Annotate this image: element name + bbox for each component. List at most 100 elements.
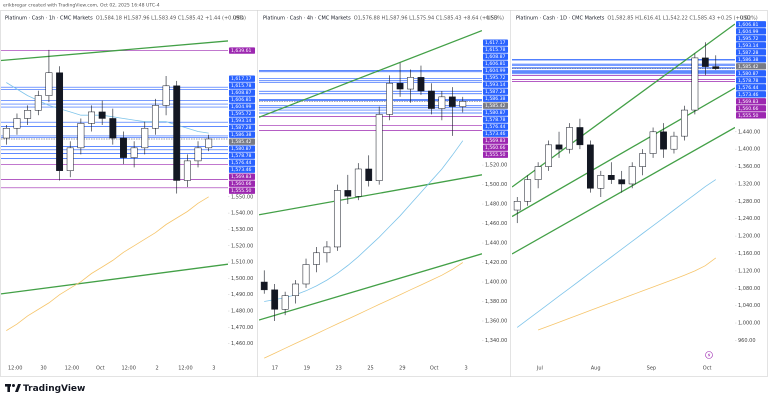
ohlc-readout: O1,576.88 H1,587.96 L1,575.94 C1,585.43 …	[354, 16, 504, 22]
brand: TradingView	[23, 384, 85, 394]
price-tag	[736, 28, 766, 35]
candle-body	[271, 289, 279, 310]
x-tick-label: 12:00	[8, 366, 22, 372]
y-tick-label: 960.00	[738, 338, 756, 344]
price-tag	[736, 77, 766, 84]
price-tag-label: 1,593.14	[738, 43, 759, 49]
price-tag-label: 1,585.42	[738, 64, 759, 70]
price-tag	[229, 166, 255, 173]
price-axis: 1,340.00 1,360.00 1,380.00 1,400.00 1,420.00…	[482, 39, 508, 344]
panel-title: Platinum · Cash · 1h · CMC Markets	[5, 16, 93, 22]
price-tag-label: 1,560.66	[738, 106, 759, 112]
price-tag-label: 1,555.50	[738, 113, 759, 119]
y-tick-label: 1,520.00	[231, 243, 253, 249]
price-tag-label: 1,595.72	[485, 75, 506, 81]
y-tick-label: 1,080.00	[738, 286, 760, 292]
price-tag-label: 1,573.46	[738, 92, 759, 98]
trend-line	[1, 40, 228, 62]
price-tag	[229, 152, 255, 159]
currency: USD	[740, 16, 751, 22]
currency: USD	[487, 16, 498, 22]
price-tag	[483, 88, 508, 95]
price-tag	[229, 138, 255, 145]
candle-body	[428, 90, 435, 109]
price-tag-label: 1,578.78	[485, 117, 506, 123]
candle-body	[173, 85, 181, 181]
y-tick-label: 1,460.00	[231, 341, 253, 347]
price-tag	[736, 91, 766, 98]
moving-average	[537, 257, 717, 331]
candle-body	[302, 264, 310, 285]
x-tick-label: 12:00	[65, 366, 79, 372]
candle-body	[98, 111, 106, 119]
candle-body	[260, 281, 268, 291]
candle-body	[34, 95, 42, 111]
price-tag	[736, 112, 766, 119]
y-tick-label: 1,500.00	[485, 182, 507, 188]
ohlc-readout: O1,584.18 H1,587.96 L1,583.49 C1,585.42 …	[96, 16, 246, 22]
candle-body	[24, 110, 32, 119]
candle-body	[120, 137, 127, 158]
candle-body	[628, 166, 636, 185]
x-tick-label: Sep	[647, 366, 656, 372]
y-tick-label: 1,200.00	[738, 234, 760, 240]
moving-average	[516, 179, 717, 328]
price-tag-label: 1,606.81	[231, 97, 252, 103]
price-tag	[483, 74, 508, 81]
price-tag	[736, 84, 766, 91]
trend-line	[259, 174, 482, 216]
price-tag-label: 1,586.38	[231, 132, 252, 138]
price-tag	[229, 124, 255, 131]
y-tick-label: 1,550.00	[231, 194, 253, 200]
candle-body	[407, 77, 414, 90]
candle-body	[712, 66, 720, 69]
price-tag	[736, 56, 766, 63]
x-tick-label: 19	[304, 366, 310, 372]
y-tick-label: 1,240.00	[738, 216, 760, 222]
candle-body	[681, 109, 688, 137]
price-axis: 1,460.00 1,470.00 1,480.00 1,490.00 1,500.00…	[228, 47, 255, 347]
price-tag-label: 1,617.17	[485, 40, 506, 46]
candle-body	[639, 153, 647, 167]
panel-title: Platinum · Cash · 4h · CMC Markets	[263, 16, 351, 22]
y-tick-label: 1,510.00	[231, 260, 253, 266]
price-tag	[229, 173, 255, 180]
trend-line	[259, 29, 482, 118]
price-tag	[229, 131, 255, 138]
price-tag	[229, 75, 255, 82]
candle-body	[109, 118, 117, 139]
candle-body	[323, 246, 331, 254]
candle-body	[313, 252, 320, 265]
candle-body	[649, 131, 657, 154]
price-tag-label: 1,560.66	[485, 145, 506, 151]
x-tick-label: 2	[155, 366, 158, 372]
x-tick-label: 12:00	[121, 366, 135, 372]
price-tag	[229, 187, 255, 194]
price-tag-label: 1,587.28	[231, 125, 252, 131]
y-tick-label: 1,360.00	[738, 164, 760, 170]
candle-body	[130, 147, 138, 158]
y-tick-label: 1,500.00	[231, 276, 253, 282]
price-tag	[229, 117, 255, 124]
x-tick-label: 30	[40, 366, 46, 372]
price-tag	[229, 180, 255, 187]
y-tick-label: 1,380.00	[485, 299, 507, 305]
candle-body	[701, 57, 709, 67]
price-tag	[736, 21, 766, 28]
candle-body	[88, 111, 95, 124]
price-tag-label: 1,576.44	[485, 124, 506, 130]
price-tag	[483, 137, 508, 144]
trend-line	[512, 126, 735, 255]
lightning-icon	[705, 351, 713, 359]
candle-body	[438, 96, 446, 109]
price-tag	[483, 53, 508, 60]
brand-logo	[5, 384, 21, 392]
price-tag	[736, 42, 766, 49]
price-tag-label: 1,608.87	[485, 54, 506, 60]
candle-body	[183, 160, 191, 181]
price-tag-label: 1,573.46	[231, 167, 252, 173]
price-tag-label: 1,576.44	[231, 160, 252, 166]
x-tick-label: Oct	[430, 366, 439, 372]
chart-panel	[512, 23, 735, 331]
price-tag-label: 1,560.66	[231, 181, 252, 187]
